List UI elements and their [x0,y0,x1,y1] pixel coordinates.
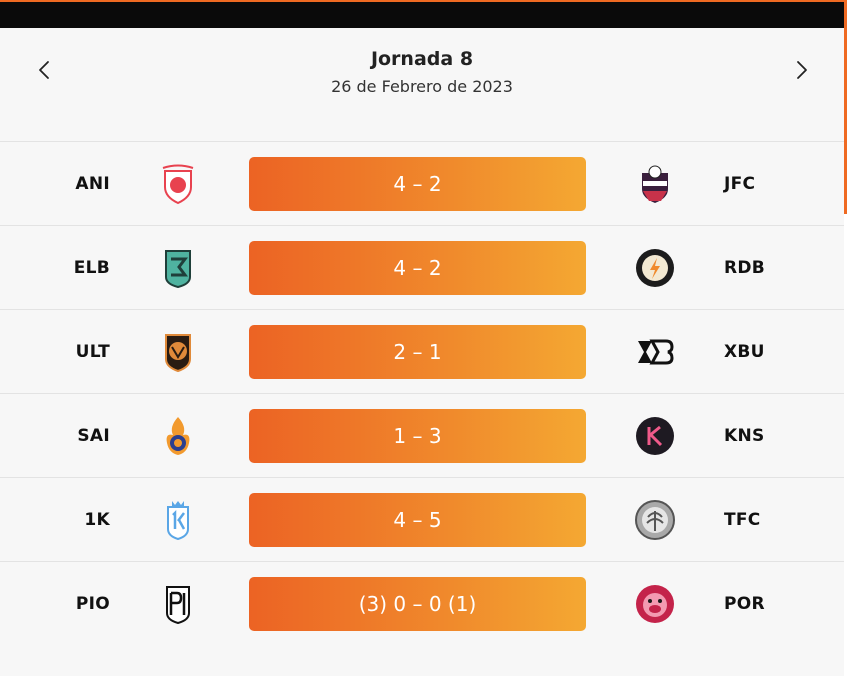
home-team-code: SAI [77,426,110,446]
pio-crest-icon [157,583,199,625]
home-team-code: PIO [75,594,110,614]
away-team-code: RDB [724,258,766,278]
elb-crest-icon [157,247,199,289]
ult-crest-icon [157,331,199,373]
score-button[interactable]: 1 – 3 [249,409,586,463]
match-row[interactable]: SAI 1 – 3 KNS [0,393,844,477]
home-team-code: ELB [73,258,110,278]
away-team-code: XBU [724,342,765,362]
next-round-button[interactable] [789,58,813,82]
match-row[interactable]: 1K 4 – 5 TFC [0,477,844,561]
match-row[interactable]: ULT 2 – 1 XBU [0,309,844,393]
away-team-code: TFC [724,510,761,530]
score-button[interactable]: 4 – 2 [249,157,586,211]
match-row[interactable]: PIO (3) 0 – 0 (1) POR [0,561,844,645]
round-title: Jornada 8 [370,48,474,70]
away-team-code: JFC [724,174,756,194]
chevron-left-icon [39,61,49,79]
away-team-code: POR [724,594,765,614]
prev-round-button[interactable] [33,58,57,82]
xbu-crest-icon [634,331,676,373]
side-accent [844,0,847,214]
score-button[interactable]: (3) 0 – 0 (1) [249,577,586,631]
home-team-code: ANI [75,174,110,194]
sai-crest-icon [157,415,199,457]
score-button[interactable]: 4 – 5 [249,493,586,547]
1k-crest-icon [157,499,199,541]
top-bar [0,0,847,28]
match-row[interactable]: ELB 4 – 2 RDB [0,225,844,309]
home-team-code: 1K [84,510,110,530]
away-team-code: KNS [724,426,765,446]
score-button[interactable]: 4 – 2 [249,241,586,295]
jfc-crest-icon [634,163,676,205]
home-team-code: ULT [75,342,110,362]
tfc-crest-icon [634,499,676,541]
matchday-card: Jornada 8 26 de Febrero de 2023 ANI 4 – … [0,28,844,676]
round-date: 26 de Febrero de 2023 [331,77,513,96]
kns-crest-icon [634,415,676,457]
ani-crest-icon [157,163,199,205]
rdb-crest-icon [634,247,676,289]
score-button[interactable]: 2 – 1 [249,325,586,379]
por-crest-icon [634,583,676,625]
match-row[interactable]: ANI 4 – 2 JFC [0,141,844,225]
match-list: ANI 4 – 2 JFC ELB 4 – 2 RDB ULT [0,141,844,645]
chevron-right-icon [797,61,807,79]
